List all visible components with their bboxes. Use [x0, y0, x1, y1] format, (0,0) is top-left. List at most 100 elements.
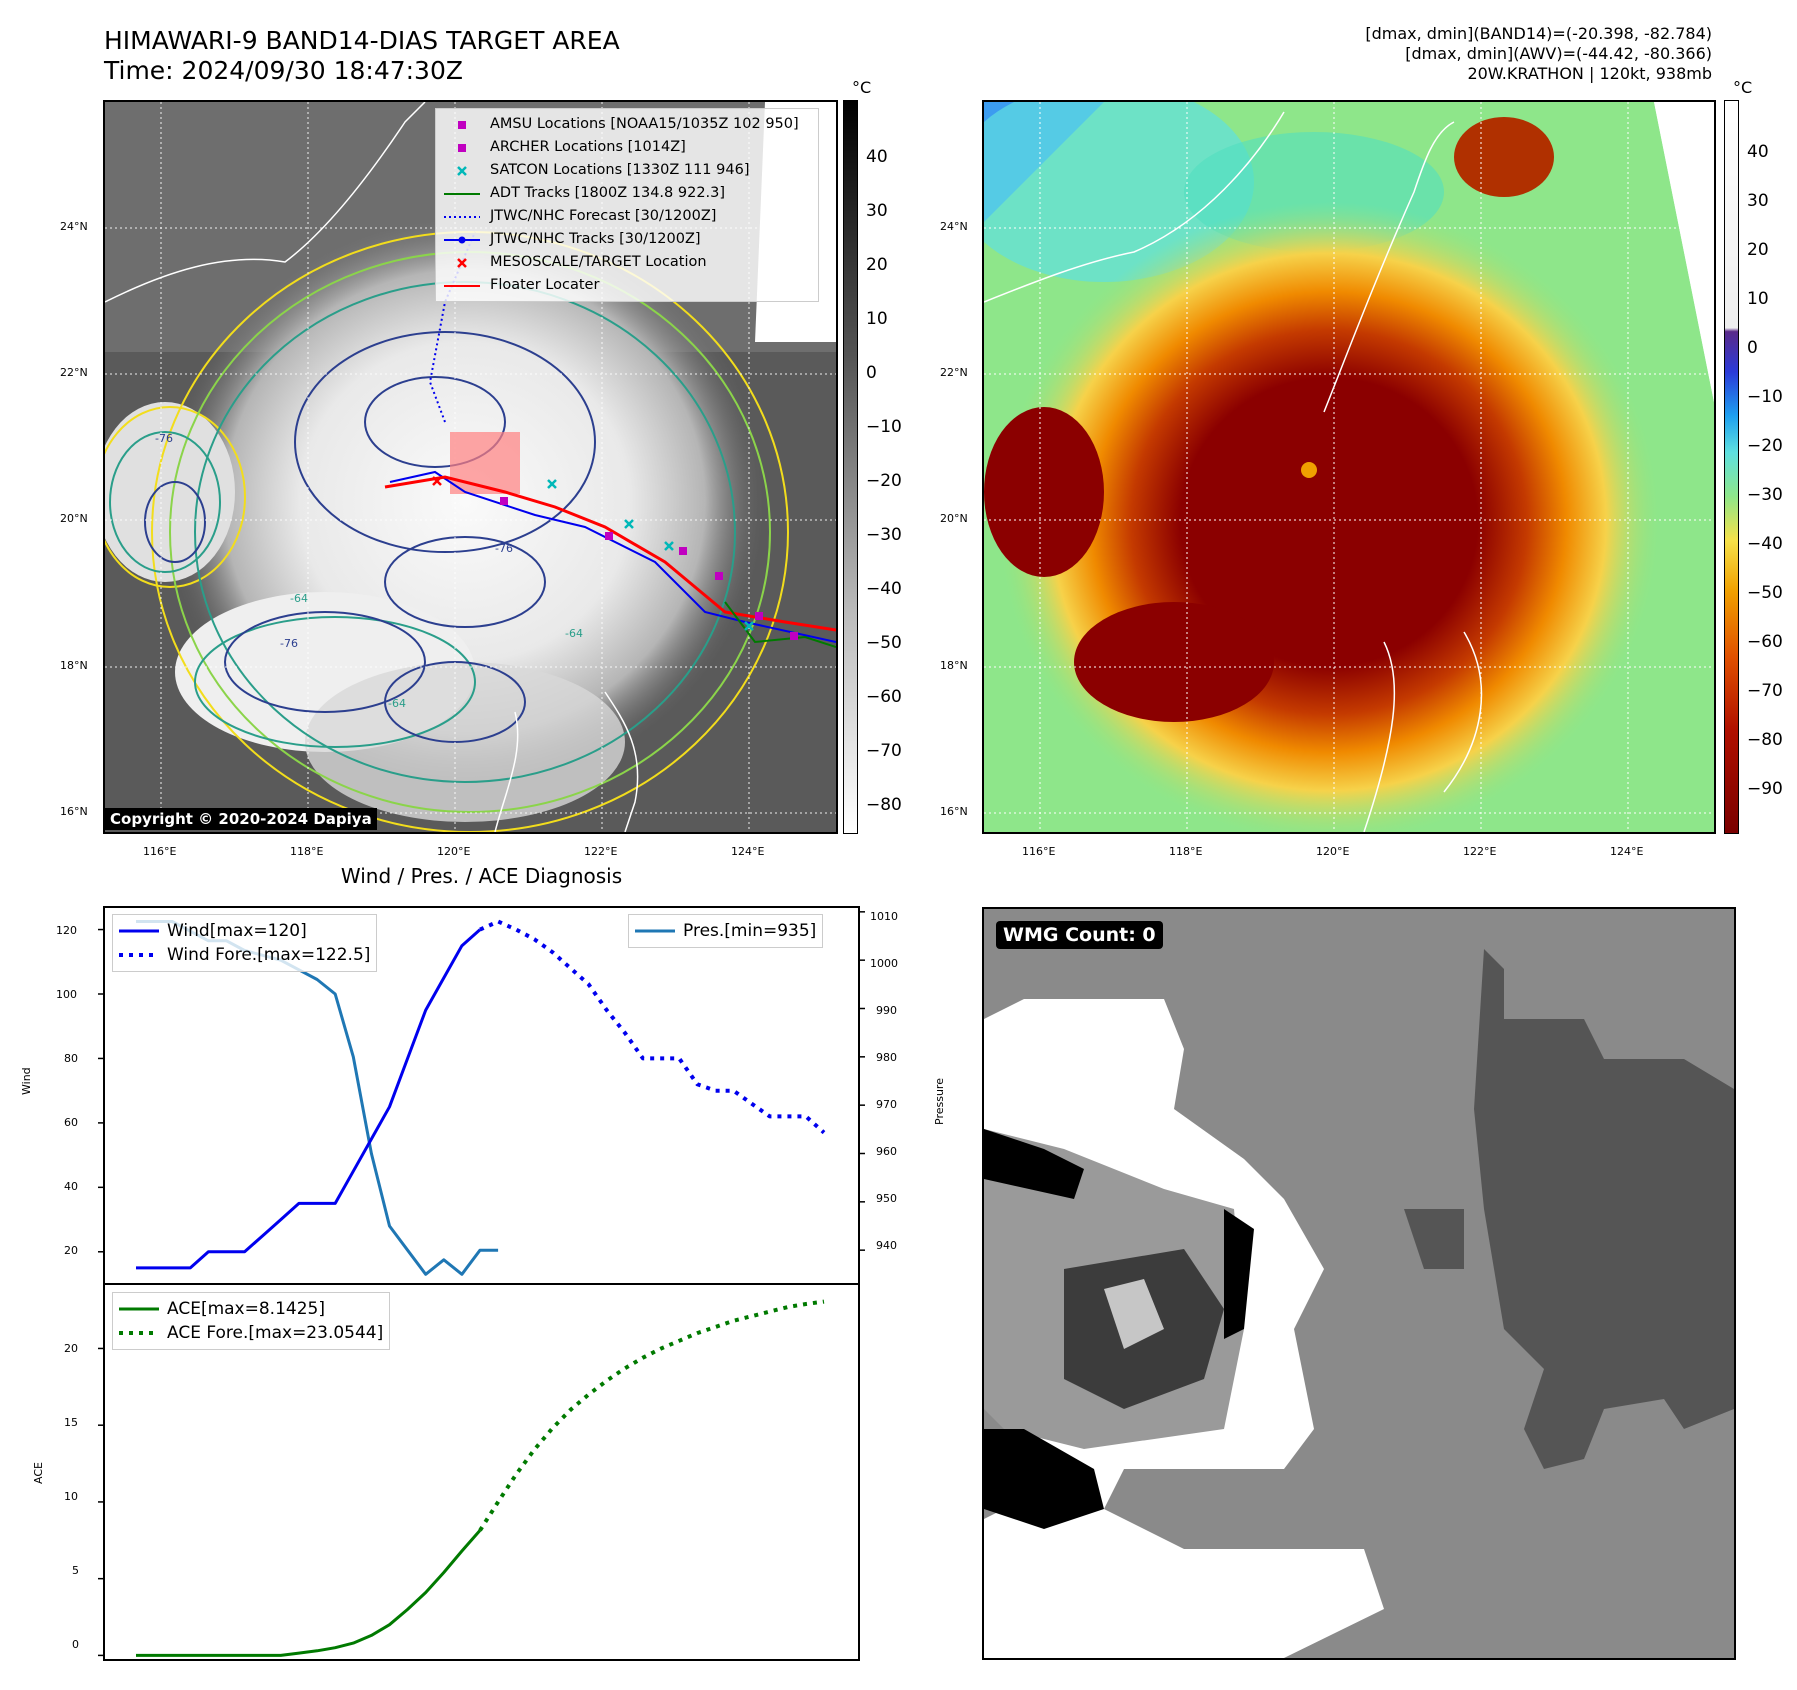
- legend-entry: ARCHER Locations [1014Z]: [442, 136, 812, 159]
- contour-label: -76: [280, 637, 298, 650]
- colorbar-tick: −30: [866, 525, 902, 545]
- diag-title: Wind / Pres. / ACE Diagnosis: [340, 864, 623, 888]
- colorbar-tick: −70: [866, 741, 902, 761]
- ace-tick: 10: [64, 1490, 78, 1503]
- legend-label: ACE Fore.[max=23.0544]: [167, 1323, 384, 1343]
- colorbar-tick: −80: [866, 795, 902, 815]
- legend-label: ACE[max=8.1425]: [167, 1299, 325, 1319]
- square-marker-icon: [442, 141, 482, 155]
- wind-tick: 120: [56, 924, 77, 937]
- colorbar-right-unit: °C: [1733, 78, 1753, 97]
- legend-entry: Pres.[min=935]: [635, 919, 816, 943]
- pressure-tick: 1000: [870, 957, 898, 970]
- legend-label: AMSU Locations [NOAA15/1035Z 102 950]: [490, 116, 799, 132]
- legend-label: Wind[max=120]: [167, 921, 307, 941]
- ace-tick: 5: [72, 1564, 79, 1577]
- legend-entry: ACE[max=8.1425]: [119, 1297, 383, 1321]
- legend-entry: AMSU Locations [NOAA15/1035Z 102 950]: [442, 113, 812, 136]
- legend-entry: JTWC/NHC Forecast [30/1200Z]: [442, 205, 812, 228]
- lon-label: 116°E: [143, 845, 177, 858]
- lon-label: 124°E: [1610, 845, 1644, 858]
- line-marker-icon: [442, 279, 482, 293]
- awv-map-image: [984, 102, 1714, 832]
- colorbar-tick: 20: [1747, 240, 1769, 260]
- figure-title-line2: Time: 2024/09/30 18:47:30Z: [104, 56, 463, 85]
- header-right-line1: [dmax, dmin](BAND14)=(-20.398, -82.784): [1365, 24, 1712, 43]
- legend-entry: ACE Fore.[max=23.0544]: [119, 1321, 383, 1345]
- colorbar-tick: −50: [1747, 583, 1783, 603]
- lat-label: 16°N: [940, 805, 968, 818]
- lon-label: 122°E: [1463, 845, 1497, 858]
- axis-ticks: [98, 911, 865, 1657]
- legend-label: SATCON Locations [1330Z 111 946]: [490, 162, 750, 178]
- lat-label: 22°N: [940, 366, 968, 379]
- wind-tick: 60: [64, 1116, 78, 1129]
- pressure-tick: 1010: [870, 910, 898, 923]
- colorbar-tick: −40: [866, 579, 902, 599]
- lat-label: 24°N: [940, 220, 968, 233]
- wmg-image: [984, 909, 1734, 1658]
- contour-label: -64: [388, 697, 406, 710]
- ace-tick: 0: [72, 1638, 79, 1651]
- copyright-label: Copyright © 2020-2024 Dapiya: [105, 808, 377, 830]
- colorbar-tick: 40: [1747, 142, 1769, 162]
- colorbar-left-unit: °C: [852, 78, 872, 97]
- colorbar-tick: −10: [1747, 387, 1783, 407]
- legend-entry: JTWC/NHC Tracks [30/1200Z]: [442, 228, 812, 251]
- pressure-tick: 970: [876, 1098, 897, 1111]
- pressure-tick: 960: [876, 1145, 897, 1158]
- lon-label: 124°E: [731, 845, 765, 858]
- lat-label: 20°N: [60, 512, 88, 525]
- pressure-series: [136, 920, 499, 1276]
- contour-label: -76: [155, 432, 173, 445]
- wind-legend: Wind[max=120] Wind Fore.[max=122.5]: [112, 914, 378, 972]
- colorbar-tick: −30: [1747, 485, 1783, 505]
- line-marker-icon: [442, 187, 482, 201]
- legend-entry: Wind[max=120]: [119, 919, 370, 943]
- colorbar-tick: −60: [1747, 632, 1783, 652]
- wind-tick: 20: [64, 1244, 78, 1257]
- wind-tick: 80: [64, 1052, 78, 1065]
- legend-label: MESOSCALE/TARGET Location: [490, 254, 707, 270]
- legend-label: ADT Tracks [1800Z 134.8 922.3]: [490, 185, 726, 201]
- lat-label: 20°N: [940, 512, 968, 525]
- legend-entry: ADT Tracks [1800Z 134.8 922.3]: [442, 182, 812, 205]
- colorbar-right: [1724, 100, 1739, 834]
- colorbar-tick: 0: [866, 363, 877, 383]
- wind-series: [136, 919, 826, 1270]
- contour-label: -64: [290, 592, 308, 605]
- colorbar-tick: −80: [1747, 730, 1783, 750]
- wind-line-0: [136, 928, 481, 1270]
- legend-entry: SATCON Locations [1330Z 111 946]: [442, 159, 812, 182]
- legend-label: ARCHER Locations [1014Z]: [490, 139, 686, 155]
- ace-tick: 20: [64, 1342, 78, 1355]
- lon-label: 120°E: [437, 845, 471, 858]
- dotted-line-icon: [119, 948, 159, 962]
- ace-legend: ACE[max=8.1425] ACE Fore.[max=23.0544]: [112, 1292, 391, 1350]
- contour-label: -76: [495, 542, 513, 555]
- lon-label: 116°E: [1022, 845, 1056, 858]
- ace-tick: 15: [64, 1416, 78, 1429]
- x-marker-icon: [442, 256, 482, 270]
- map-legend: AMSU Locations [NOAA15/1035Z 102 950] AR…: [435, 108, 819, 302]
- pressure-legend: Pres.[min=935]: [628, 914, 824, 948]
- lon-label: 118°E: [1169, 845, 1203, 858]
- colorbar-tick: −60: [866, 687, 902, 707]
- colorbar-tick: 30: [866, 201, 888, 221]
- colorbar-tick: −20: [1747, 436, 1783, 456]
- colorbar-tick: 40: [866, 147, 888, 167]
- colorbar-left: [843, 100, 858, 834]
- colorbar-tick: 20: [866, 255, 888, 275]
- solid-line-icon: [119, 924, 159, 938]
- lon-label: 120°E: [1316, 845, 1350, 858]
- square-marker-icon: [442, 118, 482, 132]
- figure-title-line1: HIMAWARI-9 BAND14-DIAS TARGET AREA: [104, 26, 620, 55]
- colorbar-tick: −40: [1747, 534, 1783, 554]
- ace-axis-label: ACE: [32, 1462, 45, 1484]
- legend-label: JTWC/NHC Forecast [30/1200Z]: [490, 208, 717, 224]
- wmg-count-badge: WMG Count: 0: [996, 921, 1163, 949]
- colorbar-tick: −90: [1747, 779, 1783, 799]
- pressure-tick: 990: [876, 1004, 897, 1017]
- pressure-axis-label: Pressure: [933, 1078, 946, 1125]
- legend-label: Pres.[min=935]: [683, 921, 817, 941]
